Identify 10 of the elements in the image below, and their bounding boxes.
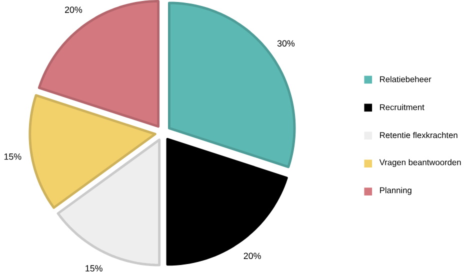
legend-label: Recruitment	[380, 104, 424, 110]
data-label: 30%	[277, 40, 295, 46]
legend-label: Planning	[380, 186, 412, 195]
data-label: 15%	[86, 265, 102, 272]
legend-label: Relatiebeheer	[380, 76, 432, 82]
legend-label: Vragen beantwoorden	[379, 159, 461, 167]
data-label: 20%	[244, 252, 261, 259]
data-label: 20%	[65, 6, 82, 13]
data-label: 15%	[4, 153, 22, 160]
legend-label: Retentie flexkrachten	[380, 132, 458, 138]
